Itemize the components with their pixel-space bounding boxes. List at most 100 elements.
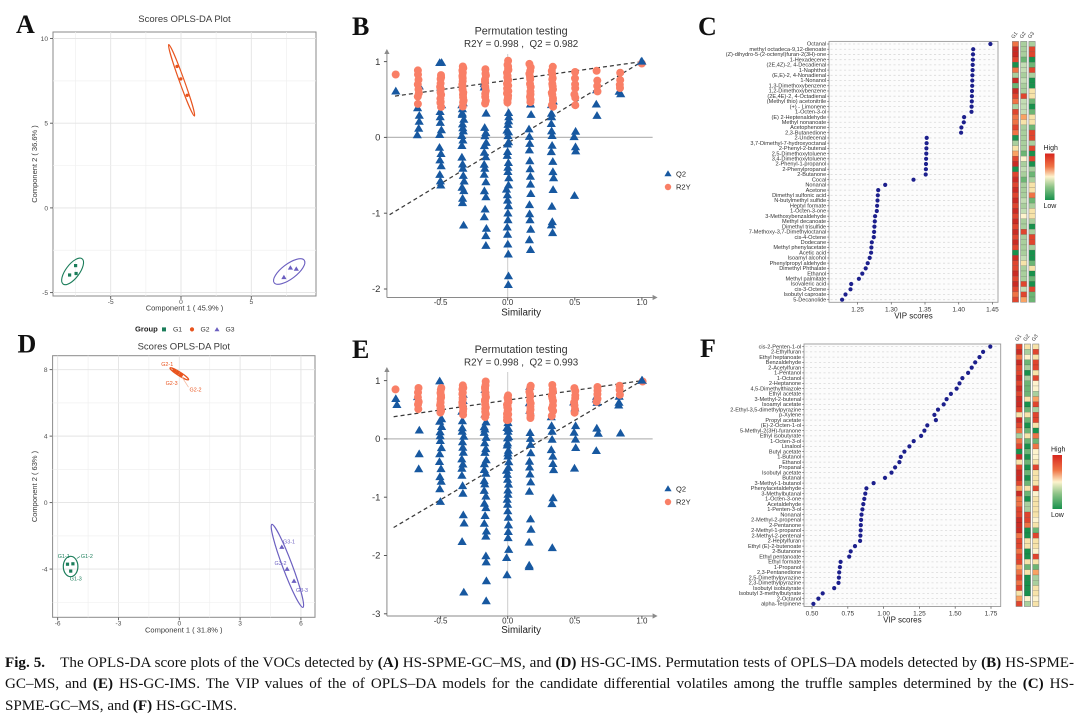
- svg-text:1.50: 1.50: [949, 611, 962, 618]
- svg-text:Acetaldehyde: Acetaldehyde: [767, 502, 801, 508]
- svg-text:G3-1: G3-1: [283, 540, 295, 546]
- svg-text:2,5-Dimethylpyrazine: 2,5-Dimethylpyrazine: [749, 575, 802, 581]
- svg-text:0: 0: [375, 434, 380, 445]
- svg-text:Isobutyl caproate: Isobutyl caproate: [784, 292, 827, 298]
- svg-text:F: F: [700, 334, 716, 363]
- svg-text:Scores OPLS-DA Plot: Scores OPLS-DA Plot: [138, 14, 231, 25]
- svg-text:G1: G1: [1014, 333, 1023, 342]
- svg-text:(Methyl thio) acetonitrile: (Methyl thio) acetonitrile: [767, 99, 826, 105]
- svg-text:R2Y = 0.998 , Q2 = 0.982: R2Y = 0.998 , Q2 = 0.982: [464, 39, 578, 50]
- svg-text:Cocal: Cocal: [812, 177, 826, 183]
- svg-text:Butanal: Butanal: [782, 476, 801, 482]
- svg-text:1-Octen-3-ol: 1-Octen-3-ol: [770, 439, 801, 445]
- svg-text:Similarity: Similarity: [501, 625, 541, 636]
- svg-text:Group: Group: [135, 325, 158, 334]
- svg-text:-3: -3: [372, 609, 380, 620]
- svg-text:p-Xylene: p-Xylene: [779, 413, 801, 419]
- svg-text:2-Phenyl-1-propanol: 2-Phenyl-1-propanol: [776, 162, 827, 168]
- svg-text:0.0: 0.0: [502, 617, 514, 626]
- svg-text:cis-4-Octene: cis-4-Octene: [794, 235, 826, 241]
- svg-text:Isobutyl 3-methylbutyrate: Isobutyl 3-methylbutyrate: [739, 591, 802, 597]
- svg-text:1-Octen-3-one: 1-Octen-3-one: [765, 497, 801, 503]
- svg-text:1-Nonanol: 1-Nonanol: [800, 78, 826, 84]
- svg-text:G3: G3: [1027, 31, 1036, 40]
- svg-text:G3-2: G3-2: [275, 561, 287, 567]
- svg-text:8: 8: [44, 367, 48, 374]
- svg-text:Acetic acid: Acetic acid: [799, 250, 826, 256]
- svg-text:-1: -1: [372, 492, 380, 503]
- svg-text:2-Methyl-1-propanol: 2-Methyl-1-propanol: [751, 528, 801, 534]
- svg-text:(2E,4Z)-2, 4-Decadienal: (2E,4Z)-2, 4-Decadienal: [766, 63, 826, 69]
- svg-text:0: 0: [44, 500, 48, 507]
- svg-text:Isoamyl acetate: Isoamyl acetate: [762, 402, 801, 408]
- svg-text:1-Pentanol: 1-Pentanol: [774, 371, 801, 377]
- svg-text:2-Phenyl-2-butenal: 2-Phenyl-2-butenal: [779, 146, 826, 152]
- svg-text:2-Acetylfuran: 2-Acetylfuran: [768, 365, 801, 371]
- svg-text:Ethyl heptanoate: Ethyl heptanoate: [759, 355, 801, 361]
- svg-text:Component 1 ( 45.9% ): Component 1 ( 45.9% ): [146, 304, 224, 313]
- svg-text:Ethyl (E)-2-butenoate: Ethyl (E)-2-butenoate: [748, 544, 801, 550]
- svg-text:Ethyl pentanoate: Ethyl pentanoate: [759, 554, 801, 560]
- svg-text:Dimethyl sulfonic acid: Dimethyl sulfonic acid: [772, 193, 826, 199]
- svg-text:2,3-Dimethylpyrazine: 2,3-Dimethylpyrazine: [749, 581, 802, 587]
- svg-text:1-Penten-3-ol: 1-Penten-3-ol: [767, 507, 801, 513]
- svg-text:1-Octanol: 1-Octanol: [777, 376, 801, 382]
- svg-text:5: 5: [249, 299, 253, 306]
- svg-text:Acetophenone: Acetophenone: [790, 125, 826, 131]
- svg-text:0.50: 0.50: [806, 611, 819, 618]
- svg-text:3,4-Dimethoxytoluene: 3,4-Dimethoxytoluene: [772, 157, 826, 163]
- svg-text:G2: G2: [201, 327, 210, 334]
- svg-text:0: 0: [375, 133, 380, 144]
- svg-text:Methyl decanoate: Methyl decanoate: [782, 219, 826, 225]
- svg-text:3,7-Dimethyl-7-hydroxyoctanal: 3,7-Dimethyl-7-hydroxyoctanal: [750, 141, 826, 147]
- svg-text:Ethanol: Ethanol: [782, 460, 801, 466]
- svg-text:0.75: 0.75: [841, 611, 854, 618]
- svg-text:cis-3-Octene: cis-3-Octene: [794, 287, 826, 293]
- svg-text:High: High: [1044, 145, 1059, 152]
- svg-text:Isovaleric acid: Isovaleric acid: [791, 282, 826, 288]
- svg-text:2-Undecenal: 2-Undecenal: [794, 136, 826, 142]
- svg-text:2-Heptylfuran: 2-Heptylfuran: [768, 539, 802, 545]
- svg-text:N-butylmethyl sulfide: N-butylmethyl sulfide: [774, 198, 826, 204]
- svg-text:G1-2: G1-2: [81, 554, 93, 560]
- svg-text:G3-3: G3-3: [296, 588, 308, 594]
- svg-text:G2: G2: [1019, 31, 1028, 40]
- svg-text:2-Methyl-2-pentenal: 2-Methyl-2-pentenal: [751, 533, 801, 539]
- svg-text:Q2: Q2: [676, 485, 686, 494]
- svg-text:1-Butanol: 1-Butanol: [777, 455, 801, 461]
- svg-text:6: 6: [299, 620, 303, 627]
- svg-text:Phenylacetaldehyde: Phenylacetaldehyde: [751, 486, 801, 492]
- svg-text:(E) 2-Heptenaldehyde: (E) 2-Heptenaldehyde: [771, 115, 826, 121]
- svg-text:Phenylpropyl aldehyde: Phenylpropyl aldehyde: [770, 261, 827, 267]
- svg-text:3-Methylbutanal: 3-Methylbutanal: [761, 491, 801, 497]
- svg-text:R2Y: R2Y: [676, 498, 691, 507]
- svg-text:Heptyl formate: Heptyl formate: [790, 203, 826, 209]
- svg-text:5-Methyl-2(3H)-furanone: 5-Methyl-2(3H)-furanone: [740, 428, 801, 434]
- svg-text:Butyl acetate: Butyl acetate: [769, 449, 801, 455]
- svg-text:(2E,4E)-2, 4-Octadienal: (2E,4E)-2, 4-Octadienal: [767, 94, 826, 100]
- svg-text:1.75: 1.75: [985, 611, 998, 618]
- svg-text:2-Phenylpropanal: 2-Phenylpropanal: [782, 167, 826, 173]
- svg-text:0.5: 0.5: [569, 298, 581, 307]
- svg-text:0: 0: [44, 205, 48, 212]
- svg-text:High: High: [1051, 447, 1066, 454]
- svg-text:1-Propanol: 1-Propanol: [774, 565, 801, 571]
- svg-text:10: 10: [41, 36, 49, 43]
- svg-text:1,2-Dimethoxybenzene: 1,2-Dimethoxybenzene: [769, 89, 827, 95]
- svg-text:4,5-Dimethylthiazole: 4,5-Dimethylthiazole: [751, 386, 802, 392]
- svg-text:D: D: [18, 330, 37, 359]
- svg-text:alpha-Terpinene: alpha-Terpinene: [761, 602, 801, 608]
- svg-text:R2Y = 0.998 , Q2 = 0.993: R2Y = 0.998 , Q2 = 0.993: [464, 357, 579, 368]
- svg-text:Component 1 ( 31.8% ): Component 1 ( 31.8% ): [145, 625, 223, 634]
- svg-text:5: 5: [44, 121, 48, 128]
- svg-text:3-Methyl-2-butenal: 3-Methyl-2-butenal: [755, 397, 802, 403]
- svg-text:Methyl palmitate: Methyl palmitate: [785, 277, 826, 283]
- svg-text:1.00: 1.00: [877, 611, 890, 618]
- svg-text:Dodecane: Dodecane: [801, 240, 827, 246]
- svg-text:G1: G1: [173, 327, 182, 334]
- svg-text:-4: -4: [42, 566, 48, 573]
- svg-text:0: 0: [177, 620, 181, 627]
- svg-text:5-Decanolide: 5-Decanolide: [793, 297, 826, 303]
- svg-text:Ethyl formate: Ethyl formate: [768, 560, 801, 566]
- svg-text:-5: -5: [108, 299, 114, 306]
